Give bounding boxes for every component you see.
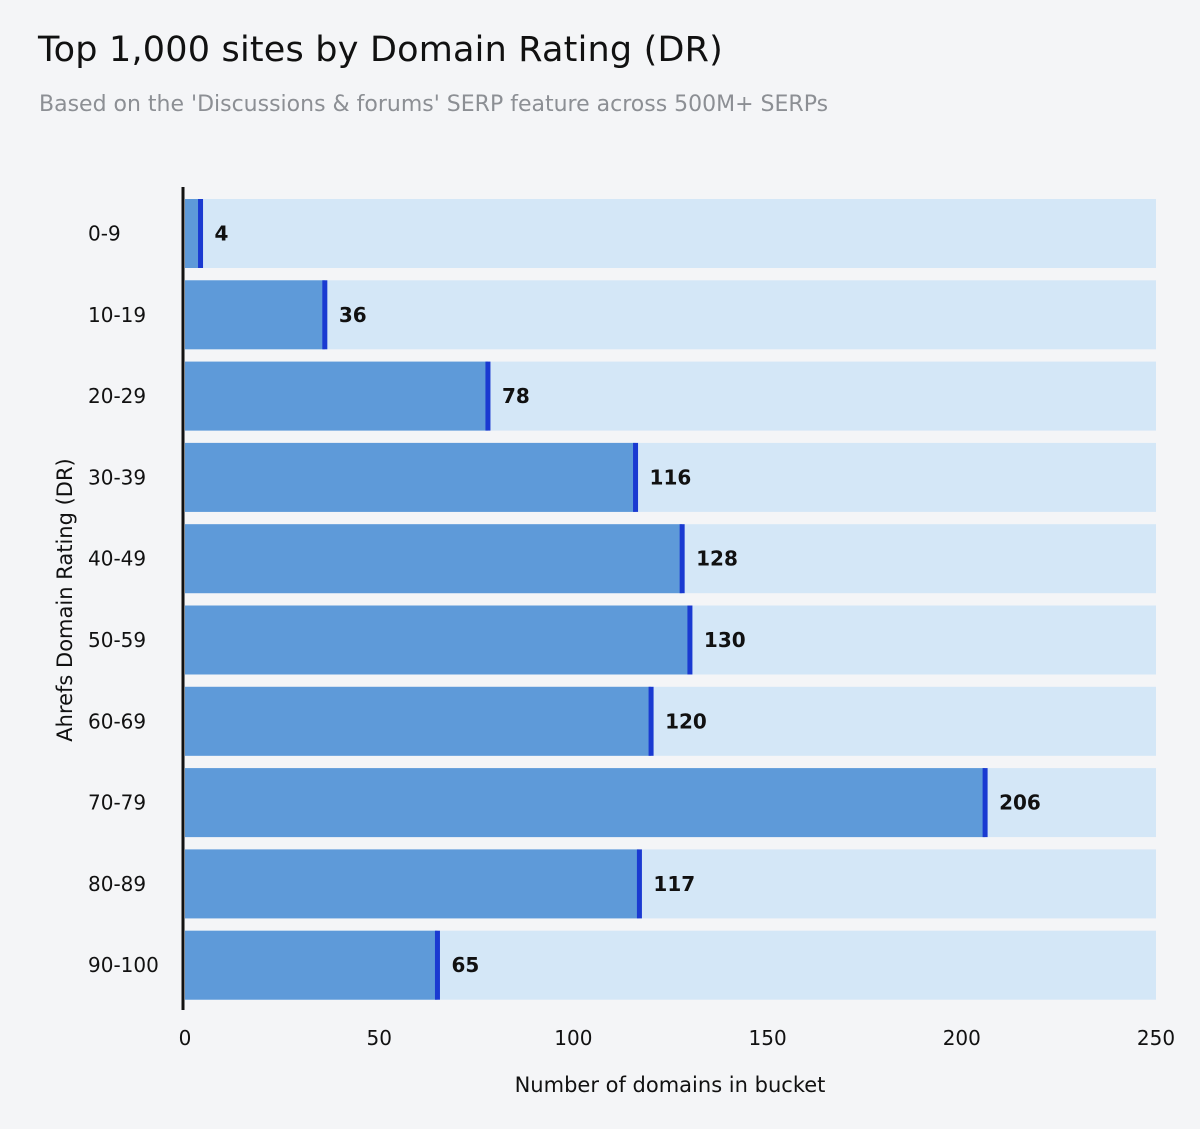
- category-label-70-79: 70-79: [88, 791, 146, 815]
- x-tick-label-250: 250: [1137, 1026, 1175, 1050]
- bar-60-69: [185, 686, 652, 756]
- x-tick-label-50: 50: [366, 1026, 391, 1050]
- bar-90-100: [185, 930, 438, 1000]
- bar-end-markers: [198, 199, 988, 1000]
- category-label-10-19: 10-19: [88, 303, 146, 327]
- value-label-30-39: 116: [650, 465, 692, 489]
- value-label-50-59: 130: [704, 628, 746, 652]
- bar-50-59: [185, 605, 690, 675]
- value-label-70-79: 206: [999, 791, 1041, 815]
- bar-end-40-49: [679, 524, 685, 594]
- bar-track-0-9: [185, 199, 1156, 268]
- category-label-20-29: 20-29: [88, 384, 146, 408]
- x-tick-label-200: 200: [943, 1026, 981, 1050]
- bar-end-70-79: [982, 768, 988, 838]
- bar-end-60-69: [648, 686, 654, 756]
- chart-subtitle: Based on the 'Discussions & forums' SERP…: [39, 92, 829, 117]
- x-tick-label-100: 100: [554, 1026, 592, 1050]
- value-label-40-49: 128: [696, 547, 738, 571]
- value-labels: 4 36 78 116 128 130 120 206 117 65: [215, 222, 1041, 978]
- bar-20-29: [185, 361, 488, 431]
- value-label-0-9: 4: [215, 222, 229, 246]
- bars: [185, 199, 986, 1000]
- category-label-30-39: 30-39: [88, 465, 146, 489]
- bar-70-79: [185, 768, 986, 838]
- bar-80-89: [185, 849, 640, 919]
- x-tick-label-150: 150: [749, 1026, 787, 1050]
- bar-end-90-100: [434, 930, 440, 1000]
- bar-end-0-9: [198, 199, 204, 268]
- value-label-80-89: 117: [653, 872, 695, 896]
- category-label-90-100: 90-100: [88, 953, 159, 977]
- category-label-50-59: 50-59: [88, 628, 146, 652]
- value-label-20-29: 78: [502, 384, 530, 408]
- bar-end-20-29: [485, 361, 491, 431]
- category-label-0-9: 0-9: [88, 222, 121, 246]
- x-tick-label-0: 0: [179, 1026, 192, 1050]
- value-label-90-100: 65: [451, 953, 479, 977]
- category-labels: 0-9 10-19 20-29 30-39 40-49 50-59 60-69 70-79 80…: [88, 222, 159, 978]
- bar-end-10-19: [322, 280, 328, 350]
- bar-10-19: [185, 280, 325, 350]
- bar-40-49: [185, 524, 683, 594]
- value-label-60-69: 120: [665, 709, 707, 733]
- x-axis-title: Number of domains in bucket: [515, 1073, 826, 1097]
- value-label-10-19: 36: [339, 303, 367, 327]
- y-axis-title: Ahrefs Domain Rating (DR): [53, 458, 77, 741]
- bar-end-80-89: [636, 849, 642, 919]
- bar-0-9: [185, 199, 201, 268]
- category-label-40-49: 40-49: [88, 547, 146, 571]
- bar-30-39: [185, 442, 636, 512]
- bar-track-10-19: [185, 280, 1156, 350]
- chart-title: Top 1,000 sites by Domain Rating (DR): [38, 30, 724, 70]
- bar-end-30-39: [633, 442, 639, 512]
- x-tick-labels: 0 50 100 150 200 250: [179, 1026, 1175, 1050]
- category-label-60-69: 60-69: [88, 709, 146, 733]
- bar-end-50-59: [687, 605, 693, 675]
- category-label-80-89: 80-89: [88, 872, 146, 896]
